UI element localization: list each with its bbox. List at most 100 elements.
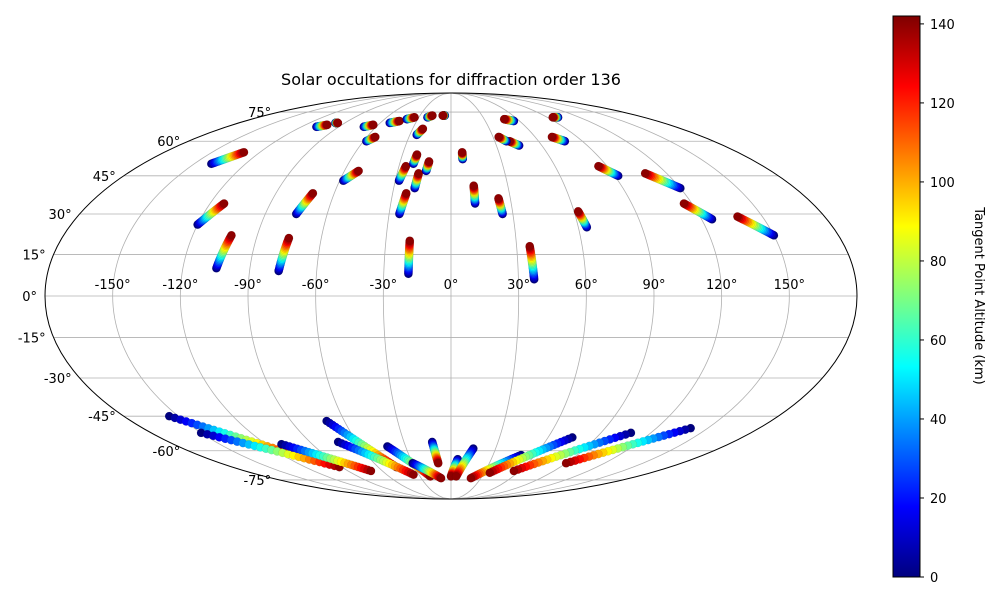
data-point [640, 168, 650, 178]
longitude-tick-label: -150° [95, 278, 131, 293]
colorbar-tick-label: 100 [930, 176, 955, 191]
data-point [494, 193, 503, 203]
occultation-track [423, 111, 437, 122]
data-point [405, 236, 415, 246]
occultation-track [385, 116, 404, 128]
occultation-track [211, 230, 236, 273]
latitude-tick-label: 60° [157, 135, 180, 150]
occultation-track [274, 233, 294, 276]
colorbar-gradient [892, 15, 921, 578]
longitude-tick-label: -30° [369, 278, 397, 293]
occultation-track [593, 161, 623, 181]
latitude-tick-label: 30° [49, 208, 72, 223]
data-point [401, 161, 411, 171]
colorbar: 0 20 40 60 80 100 120 140 Tangent Point Altitud… [892, 15, 986, 586]
colorbar-tick-label: 20 [930, 492, 947, 507]
occultation-track [164, 411, 308, 462]
latitude-tick-label: 45° [93, 170, 116, 185]
occultation-track [733, 212, 779, 240]
data-point [322, 120, 332, 130]
data-point [227, 230, 236, 240]
occultation-track [206, 147, 249, 169]
occultation-track [394, 161, 411, 186]
occultation-track [333, 437, 418, 480]
occultation-track [494, 132, 511, 146]
longitude-tick-label: 0° [444, 278, 459, 293]
data-point [494, 132, 504, 142]
longitude-gridline [247, 92, 452, 500]
occultation-track [412, 124, 428, 140]
occultation-track [421, 157, 434, 176]
data-point [525, 241, 535, 251]
data-point [368, 120, 378, 130]
longitude-tick-label: -90° [234, 278, 262, 293]
occultation-track [499, 114, 519, 126]
latitude-tick-label: -60° [153, 445, 181, 460]
data-point [547, 132, 557, 142]
occultation-track [410, 168, 424, 193]
data-point [466, 473, 476, 483]
data-point [410, 112, 419, 122]
data-point [451, 472, 461, 481]
longitude-tick-label: 60° [575, 278, 598, 293]
data-point [593, 161, 603, 171]
data-point [469, 181, 479, 191]
occultation-track [291, 188, 318, 219]
occultation-track [311, 120, 332, 132]
occultation-track [525, 241, 539, 284]
latitude-tick-label: 15° [23, 248, 46, 263]
latitude-tick-label: -30° [44, 372, 72, 387]
colorbar-tick-label: 0 [930, 571, 938, 586]
data-point [509, 466, 519, 476]
chart-title: Solar occultations for diffraction order… [281, 70, 621, 89]
data-point [561, 458, 571, 468]
occultation-track [402, 112, 419, 124]
occultation-track [331, 118, 343, 128]
data-point [401, 188, 411, 198]
data-point [679, 199, 689, 208]
longitude-gridline [450, 92, 723, 500]
longitude-gridline [112, 92, 452, 500]
longitude-tick-label: -60° [302, 278, 330, 293]
occultation-track [547, 132, 570, 146]
longitude-tick-label: 90° [642, 278, 665, 293]
data-point [333, 118, 343, 128]
latitude-tick-label: 75° [248, 106, 271, 121]
data-point [370, 132, 380, 142]
colorbar-tick-label: 40 [930, 413, 947, 428]
data-point [457, 147, 467, 157]
data-point [412, 150, 422, 159]
data-point [308, 188, 318, 198]
occultation-track [277, 439, 376, 476]
colorbar-tick-label: 60 [930, 334, 947, 349]
occultation-track [561, 423, 696, 468]
data-point [433, 458, 443, 468]
longitude-gridline [382, 92, 452, 500]
data-point [499, 114, 509, 124]
longitude-tick-labels: -150° -120° -90° -60° -30° 0° 30° 60° 90° 120° 150… [95, 278, 805, 293]
latitude-tick-label: 0° [22, 290, 37, 305]
data-tracks [164, 111, 779, 483]
occultation-track [408, 458, 446, 483]
occultation-track [573, 206, 592, 232]
longitude-tick-label: -120° [162, 278, 198, 293]
colorbar-tick-label: 80 [930, 255, 947, 270]
longitude-tick-label: 150° [774, 278, 805, 293]
occultation-track [494, 193, 507, 219]
colorbar-tick-label: 140 [930, 18, 955, 33]
data-point [239, 147, 249, 157]
data-point [284, 233, 294, 243]
data-point [733, 212, 742, 222]
latitude-tick-labels: -75° -60° -45° -30° -15° 0° 15° 30° 45° 60° 75° [18, 106, 271, 489]
occultation-track [338, 166, 363, 186]
map-boundary [44, 92, 858, 500]
occultation-track [359, 120, 378, 132]
colorbar-tick-label: 120 [930, 97, 955, 112]
occultation-track [438, 111, 450, 120]
occultation-track [485, 433, 577, 478]
occultation-track [193, 199, 229, 230]
data-point [573, 206, 583, 216]
data-point [436, 473, 446, 483]
longitude-gridline [450, 92, 520, 500]
